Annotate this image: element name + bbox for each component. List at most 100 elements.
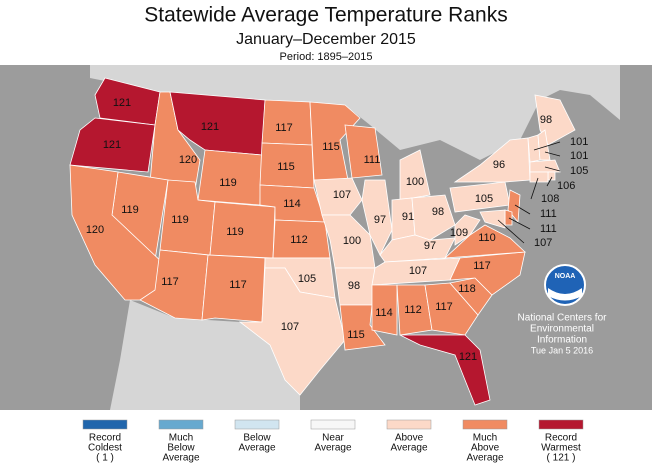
state — [201, 254, 266, 323]
state-rank: 106 — [557, 180, 575, 192]
leader-line — [508, 217, 531, 230]
state-rank: 97 — [424, 240, 436, 252]
state-rank: 119 — [219, 177, 237, 189]
state — [424, 282, 479, 336]
leader-line — [514, 204, 531, 215]
legend-label: ( 1 ) — [96, 453, 114, 464]
legend-label: Above — [395, 433, 424, 444]
state-rank: 105 — [475, 193, 493, 205]
leader-line — [497, 219, 525, 244]
state-labels: 121 121 120 119 120 121 119 119 119 117 117 117 115 1… — [86, 97, 589, 363]
legend-label: Average — [390, 443, 428, 454]
state — [238, 267, 346, 396]
state — [479, 209, 506, 229]
state-rank: 111 — [364, 154, 381, 166]
state — [344, 124, 383, 179]
legend-swatch — [310, 419, 356, 430]
legend-label: Below — [243, 433, 271, 444]
state-rank: 115 — [322, 141, 340, 153]
state — [443, 224, 526, 259]
legend-label: ( 121 ) — [547, 453, 576, 464]
legend-swatch — [158, 419, 204, 430]
state — [504, 209, 513, 226]
legend-swatch — [234, 419, 280, 430]
state-rank: 114 — [375, 307, 393, 319]
legend-swatch — [82, 419, 128, 430]
state-rank: 98 — [432, 206, 444, 218]
state-rank: 117 — [435, 301, 453, 313]
state-rank: 117 — [275, 122, 293, 134]
state — [547, 171, 556, 181]
state-rank: 118 — [458, 283, 476, 295]
state-rank: 114 — [283, 198, 301, 210]
state-rank: 108 — [541, 193, 559, 205]
state-rank: 117 — [473, 260, 491, 272]
state — [399, 149, 431, 201]
state — [313, 177, 363, 216]
state-rank: 121 — [459, 351, 477, 363]
legend-swatch — [538, 419, 584, 430]
state-rank: 105 — [570, 165, 588, 177]
period: Period: 1895–2015 — [280, 51, 373, 63]
state-rank: 105 — [298, 273, 316, 285]
state-rank: 100 — [343, 235, 361, 247]
logo-wave — [548, 288, 582, 301]
state-rank: 101 — [570, 136, 588, 148]
credit-line: Information — [537, 335, 587, 346]
legend-swatch — [462, 419, 508, 430]
state-rank: 111 — [540, 208, 557, 220]
state-rank: 121 — [201, 121, 219, 133]
state-rank: 115 — [277, 161, 295, 173]
state-rank: 107 — [409, 265, 427, 277]
state-rank: 98 — [348, 280, 360, 292]
state — [371, 284, 398, 336]
legend-label: Warmest — [541, 443, 581, 454]
state-rank: 121 — [103, 139, 121, 151]
legend-label: Average — [466, 453, 504, 464]
state-rank: 109 — [450, 227, 468, 239]
states — [69, 77, 576, 406]
state-rank: 96 — [493, 159, 505, 171]
state-rank: 117 — [229, 279, 247, 291]
state — [339, 304, 386, 351]
legend-label: Much — [169, 433, 193, 444]
legend-label: Below — [167, 443, 195, 454]
state-rank: 120 — [86, 224, 104, 236]
state — [507, 189, 521, 224]
legend-label: Average — [162, 453, 200, 464]
state-rank: 107 — [534, 237, 552, 249]
leader-line — [546, 176, 553, 187]
logo-text: NOAA — [555, 273, 576, 280]
state-rank: 110 — [478, 232, 496, 244]
state — [411, 194, 456, 241]
state-rank: 119 — [226, 226, 244, 238]
title: Statewide Average Temperature Ranks — [144, 4, 507, 27]
state-rank: 97 — [374, 214, 386, 226]
legend-swatch — [386, 419, 432, 430]
subtitle: January–December 2015 — [236, 31, 416, 48]
state-rank: 111 — [540, 223, 557, 235]
state — [529, 171, 549, 183]
state-rank: 100 — [406, 176, 424, 188]
canada — [90, 65, 620, 160]
state — [454, 214, 481, 246]
state-rank: 121 — [113, 97, 131, 109]
credit-line: National Centers for — [518, 313, 608, 324]
state-rank: 112 — [404, 304, 422, 316]
state-rank: 112 — [290, 234, 308, 246]
legend-label: Average — [314, 443, 352, 454]
legend-label: Record — [545, 433, 577, 444]
credit-line: Environmental — [530, 324, 594, 335]
legend-label: Above — [471, 443, 500, 454]
state-rank: 107 — [281, 321, 299, 333]
legend-label: Record — [89, 433, 121, 444]
state-rank: 115 — [347, 329, 365, 341]
state-rank: 119 — [121, 204, 139, 216]
credit: National Centers forEnvironmentalInforma… — [518, 313, 608, 356]
state — [449, 251, 526, 296]
legend-label: Much — [473, 433, 497, 444]
state-rank: 107 — [333, 189, 351, 201]
mexico — [110, 300, 300, 410]
